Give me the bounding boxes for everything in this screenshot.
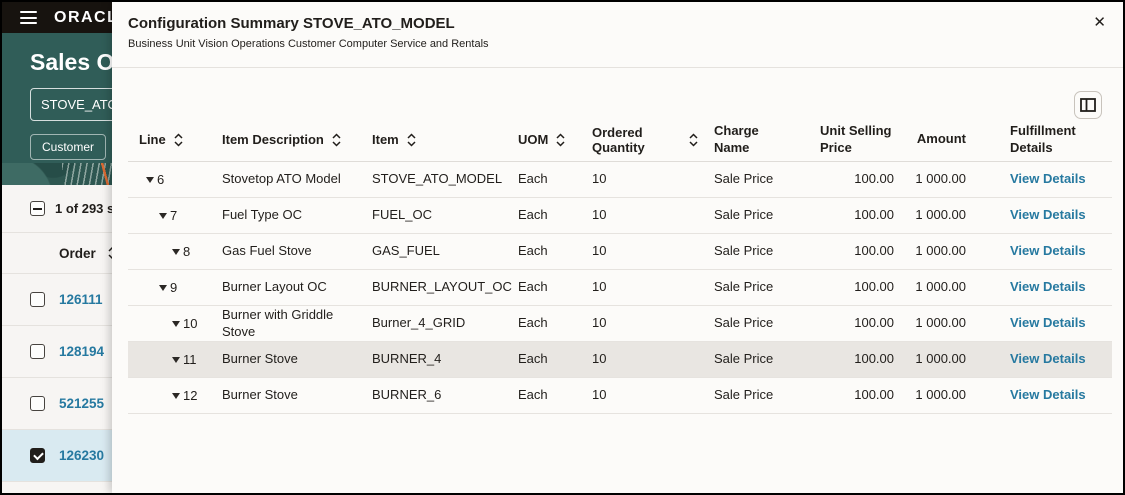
row-checkbox-checked[interactable] xyxy=(30,448,45,463)
sort-icon xyxy=(332,132,341,147)
expand-icon[interactable] xyxy=(159,284,167,291)
column-header-charge-name: Charge Name xyxy=(714,123,759,155)
column-header-uom[interactable]: UOM xyxy=(512,132,586,147)
drawer-title: Configuration Summary STOVE_ATO_MODEL xyxy=(128,15,455,32)
table-row: 12 Burner Stove BURNER_6 Each 10 Sale Pr… xyxy=(128,378,1112,414)
expand-icon[interactable] xyxy=(172,356,180,363)
select-all-checkbox[interactable] xyxy=(30,201,45,216)
expand-icon[interactable] xyxy=(172,248,180,255)
column-header-ordered-quantity[interactable]: Ordered Quantity xyxy=(586,125,708,155)
order-column-label: Order xyxy=(59,245,96,261)
hamburger-menu-icon[interactable] xyxy=(20,11,37,24)
view-details-link[interactable]: View Details xyxy=(1010,351,1086,367)
column-header-fulfillment-details: Fulfillment Details xyxy=(1010,123,1076,155)
column-layout-toggle-button[interactable] xyxy=(1074,91,1102,119)
view-details-link[interactable]: View Details xyxy=(1010,315,1086,331)
drawer-header: Configuration Summary STOVE_ATO_MODEL Bu… xyxy=(112,2,1123,68)
close-icon[interactable]: ✕ xyxy=(1093,14,1106,31)
drawer-body: Line Item Description Item UOM xyxy=(112,68,1123,493)
order-number-link[interactable]: 521255 xyxy=(59,396,105,411)
split-panel-icon xyxy=(1080,98,1096,112)
order-number-link[interactable]: 126111 xyxy=(59,292,103,307)
table-row: 8 Gas Fuel Stove GAS_FUEL Each 10 Sale P… xyxy=(128,234,1112,270)
view-details-link[interactable]: View Details xyxy=(1010,387,1086,403)
oracle-logo: ORACLE xyxy=(54,8,131,26)
view-details-link[interactable]: View Details xyxy=(1010,243,1086,259)
table-row: 9 Burner Layout OC BURNER_LAYOUT_OC Each… xyxy=(128,270,1112,306)
expand-icon[interactable] xyxy=(172,320,180,327)
row-checkbox[interactable] xyxy=(30,396,45,411)
table-row: 7 Fuel Type OC FUEL_OC Each 10 Sale Pric… xyxy=(128,198,1112,234)
table-row: 6 Stovetop ATO Model STOVE_ATO_MODEL Eac… xyxy=(128,162,1112,198)
column-header-item-description[interactable]: Item Description xyxy=(216,132,366,147)
sort-icon xyxy=(556,132,565,147)
row-checkbox[interactable] xyxy=(30,292,45,307)
column-header-amount: Amount xyxy=(916,131,966,147)
expand-icon[interactable] xyxy=(159,212,167,219)
view-details-link[interactable]: View Details xyxy=(1010,207,1086,223)
expand-icon[interactable] xyxy=(172,392,180,399)
column-header-unit-selling-price: Unit Selling Price xyxy=(820,123,892,155)
configuration-summary-drawer: Configuration Summary STOVE_ATO_MODEL Bu… xyxy=(112,2,1123,493)
configuration-table: Line Item Description Item UOM xyxy=(128,118,1112,414)
view-details-link[interactable]: View Details xyxy=(1010,279,1086,295)
drawer-subtitle: Business Unit Vision Operations Customer… xyxy=(128,38,489,50)
sort-icon xyxy=(174,132,183,147)
order-number-link[interactable]: 126230 xyxy=(59,448,105,463)
order-number-link[interactable]: 128194 xyxy=(59,344,105,359)
table-header-row: Line Item Description Item UOM xyxy=(128,118,1112,162)
row-checkbox[interactable] xyxy=(30,344,45,359)
expand-icon[interactable] xyxy=(146,176,154,183)
table-row-highlighted: 11 Burner Stove BURNER_4 Each 10 Sale Pr… xyxy=(128,342,1112,378)
column-header-line[interactable]: Line xyxy=(128,132,216,147)
table-row: 10 Burner with Griddle Stove Burner_4_GR… xyxy=(128,306,1112,342)
sort-icon xyxy=(407,132,416,147)
sort-icon xyxy=(689,132,698,147)
view-details-link[interactable]: View Details xyxy=(1010,171,1086,187)
column-header-item[interactable]: Item xyxy=(366,132,512,147)
chip-customer[interactable]: Customer xyxy=(30,134,107,160)
